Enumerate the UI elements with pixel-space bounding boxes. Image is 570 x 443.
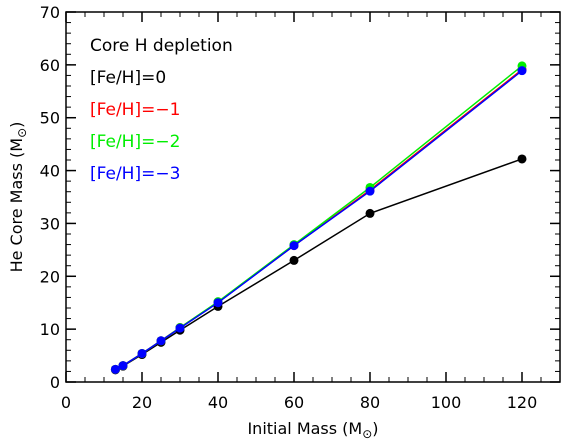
series-0 [110, 154, 527, 375]
series-layer [110, 61, 527, 375]
x-tick-label: 40 [208, 393, 228, 412]
y-tick-label: 10 [40, 320, 60, 339]
x-tick-label: 20 [132, 393, 152, 412]
data-point [175, 323, 185, 333]
series-3 [110, 66, 527, 374]
legend-entry: [Fe/H]=0 [90, 68, 166, 88]
y-axis-title-sub: ⊙ [15, 128, 29, 138]
data-point [517, 154, 527, 164]
data-point [289, 255, 299, 265]
data-point [365, 208, 375, 218]
data-point [110, 364, 120, 374]
axis-ticks [65, 11, 561, 383]
data-point [365, 186, 375, 196]
y-tick-label: 20 [40, 267, 60, 286]
series-line [115, 158, 523, 371]
y-tick-label: 50 [40, 109, 60, 128]
x-axis-title-sub: ⊙ [362, 427, 372, 441]
y-tick-label: 40 [40, 162, 60, 181]
x-tick-label: 60 [284, 393, 304, 412]
legend-entry: [Fe/H]=−1 [90, 100, 180, 120]
legend-entry: [Fe/H]=−3 [90, 164, 180, 184]
y-tick-label: 70 [40, 3, 60, 22]
x-axis-title: Initial Mass (M⊙) [247, 419, 378, 441]
x-tick-label: 120 [507, 393, 538, 412]
y-axis-title: He Core Mass (M⊙) [7, 122, 29, 273]
y-tick-label: 30 [40, 214, 60, 233]
data-point [137, 348, 147, 358]
chart-annotation: Core H depletion [90, 36, 233, 56]
y-tick-label: 60 [40, 56, 60, 75]
legend-entry: [Fe/H]=−2 [90, 132, 180, 152]
data-point [213, 298, 223, 308]
y-tick-label: 0 [50, 373, 60, 392]
data-point [118, 361, 128, 371]
data-point [517, 66, 527, 76]
x-tick-label: 0 [61, 393, 71, 412]
data-point [156, 336, 166, 346]
data-point [289, 241, 299, 251]
legend: [Fe/H]=0 [Fe/H]=−1 [Fe/H]=−2 [Fe/H]=−3 [90, 68, 180, 184]
x-tick-label: 100 [431, 393, 462, 412]
tick-labels: 0 20 40 60 80 100 120 0 10 20 30 40 50 60 70 [40, 3, 538, 412]
x-tick-label: 80 [360, 393, 380, 412]
